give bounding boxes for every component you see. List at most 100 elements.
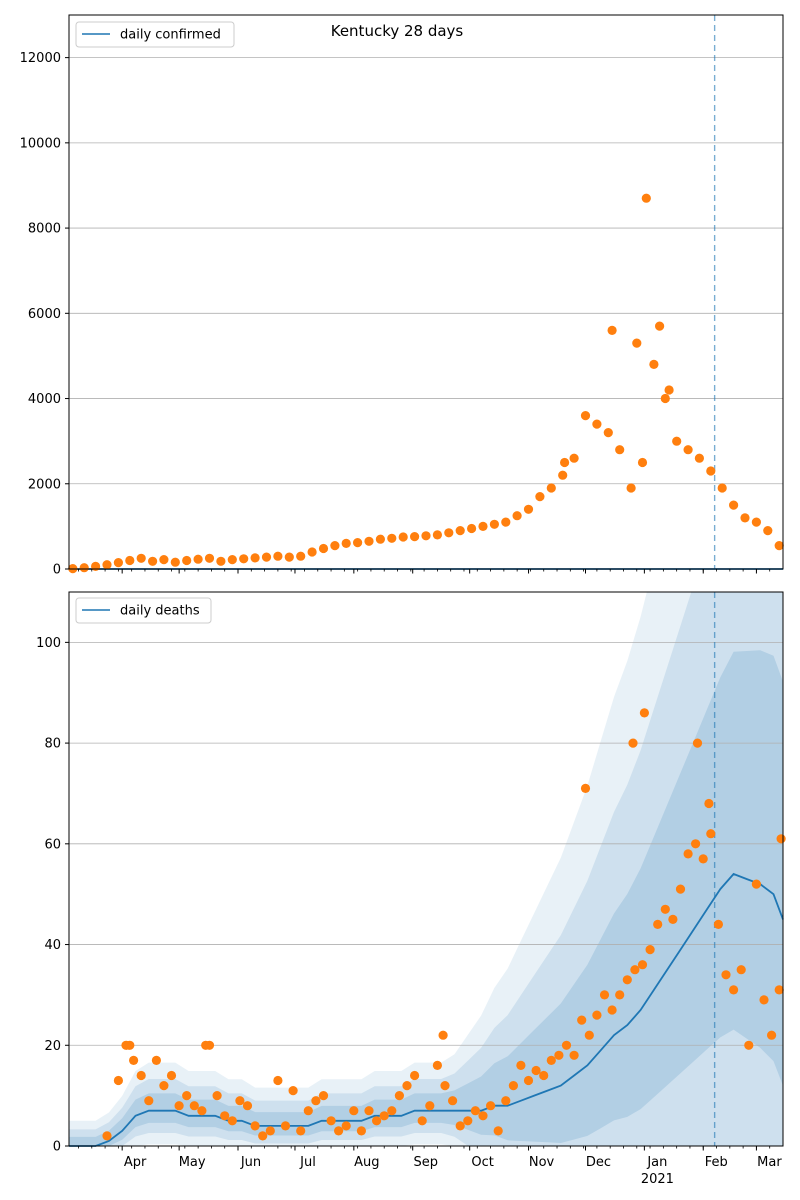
- p2-point: [721, 970, 731, 980]
- p2-point: [713, 919, 724, 930]
- p2-point: [379, 1111, 389, 1121]
- p2-point: [698, 854, 708, 864]
- p2-x-tick-label: Nov: [529, 1155, 555, 1170]
- confirmed-y-axis-ticks: 0 2000 4000 6000 8000 10000 12000: [20, 51, 69, 578]
- p2-point: [166, 1070, 177, 1081]
- p2-point: [235, 1096, 245, 1106]
- p1-point: [729, 500, 739, 510]
- p2-x-tick-label: Jul: [299, 1155, 316, 1170]
- p2-point: [113, 1075, 123, 1086]
- p2-point: [584, 1030, 594, 1040]
- p2-x-year-label: 2021: [641, 1172, 674, 1187]
- p2-x-tick-label: Mar: [757, 1155, 782, 1170]
- p2-point: [580, 783, 591, 794]
- deaths-legend: daily deaths: [75, 597, 212, 624]
- p1-point: [632, 338, 642, 348]
- deaths-series-line: [69, 872, 784, 1147]
- p1-point: [387, 533, 397, 543]
- deaths-band-3: [69, 650, 783, 1146]
- p2-y-tick-label: 0: [53, 1140, 61, 1155]
- p1-point: [546, 483, 556, 493]
- p1-point: [649, 359, 659, 369]
- p2-point: [691, 839, 701, 849]
- p2-point: [410, 1070, 420, 1081]
- p2-point: [448, 1096, 458, 1106]
- p1-point: [467, 523, 477, 534]
- p1-point: [353, 538, 363, 548]
- p1-point: [569, 453, 579, 463]
- p2-point: [607, 1005, 617, 1015]
- p1-point: [170, 557, 180, 567]
- p2-point: [288, 1086, 298, 1096]
- p2-point: [546, 1055, 556, 1065]
- p1-point: [204, 553, 215, 563]
- p2-point: [220, 1111, 230, 1121]
- p2-point: [417, 1116, 427, 1126]
- p2-point: [630, 965, 640, 975]
- p1-point: [558, 470, 568, 480]
- p2-point: [478, 1111, 488, 1121]
- p1-point: [523, 504, 534, 514]
- p1-point: [330, 541, 340, 551]
- p2-point: [531, 1065, 541, 1076]
- p2-x-tick-label: May: [179, 1155, 206, 1170]
- p1-point: [615, 445, 625, 455]
- deaths-gridlines: [69, 641, 783, 1046]
- p2-point: [125, 1040, 135, 1050]
- p1-y-tick-label: 12000: [20, 51, 61, 66]
- p1-point: [216, 556, 226, 566]
- p2-point: [486, 1101, 496, 1111]
- confirmed-panel: 0 2000 4000 6000 8000 10000 12000 Kentucky 28 …: [20, 14, 784, 578]
- p2-point: [326, 1116, 336, 1126]
- p2-point: [372, 1116, 382, 1126]
- p1-point: [148, 556, 158, 566]
- p1-point: [455, 526, 465, 536]
- p2-point: [622, 975, 632, 985]
- p2-point: [493, 1126, 503, 1136]
- p2-y-tick-label: 100: [36, 636, 61, 651]
- p2-point: [303, 1106, 313, 1116]
- p1-y-tick-label: 4000: [28, 392, 61, 407]
- p1-point: [706, 466, 716, 476]
- deaths-x-axis-ticks: Apr May Jun Jul Aug Sep Oct Nov Dec Jan 2021 Feb Mar: [78, 1146, 782, 1187]
- p1-point: [478, 521, 488, 532]
- p1-point: [560, 457, 570, 468]
- deaths-band-1: [69, 592, 783, 1146]
- p1-point: [664, 385, 674, 395]
- confirmed-gridlines: [69, 57, 783, 485]
- p1-point: [113, 558, 123, 568]
- p2-point: [151, 1055, 161, 1065]
- p2-point: [102, 1131, 112, 1141]
- p1-point: [375, 534, 385, 544]
- p1-point: [193, 554, 203, 564]
- p2-point: [736, 965, 746, 975]
- p2-point: [341, 1121, 351, 1131]
- p1-y-tick-label: 2000: [28, 477, 61, 492]
- p1-point: [763, 526, 773, 536]
- p2-y-tick-label: 80: [44, 737, 61, 752]
- p2-x-tick-label: Sep: [413, 1155, 438, 1170]
- p2-point: [296, 1126, 306, 1136]
- p2-line: [69, 872, 784, 1147]
- p1-point: [318, 543, 329, 554]
- p2-point: [463, 1116, 473, 1126]
- p1-point: [444, 528, 454, 538]
- p1-point: [79, 563, 89, 573]
- p1-point: [751, 517, 762, 527]
- p2-point: [592, 1010, 602, 1020]
- p2-y-tick-label: 20: [44, 1039, 61, 1054]
- p2-point: [692, 738, 703, 748]
- p2-x-tick-label: Apr: [124, 1155, 147, 1170]
- p2-y-tick-label: 40: [44, 938, 61, 953]
- p2-point: [129, 1055, 139, 1065]
- p2-point: [744, 1040, 754, 1050]
- p2-point: [554, 1050, 564, 1060]
- p2-point: [639, 708, 650, 718]
- p1-point: [261, 552, 272, 562]
- p2-point: [774, 985, 784, 995]
- confirmed-legend: daily confirmed: [75, 21, 235, 48]
- p2-point: [349, 1106, 359, 1116]
- p1-point: [159, 555, 169, 565]
- p1-point: [136, 553, 146, 563]
- p1-point: [398, 532, 408, 542]
